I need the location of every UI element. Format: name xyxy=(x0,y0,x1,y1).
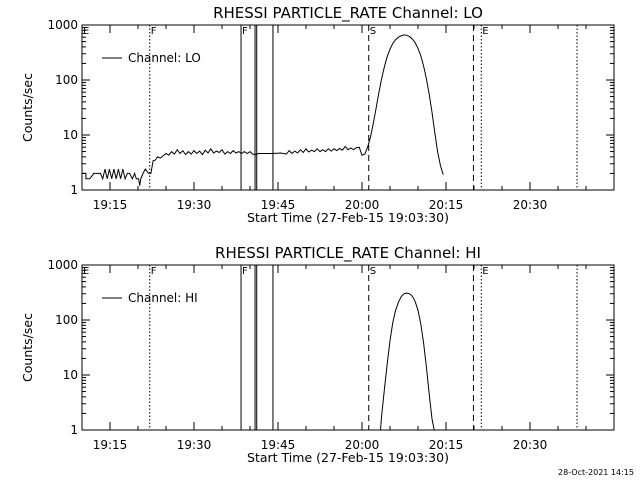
marker-label: E xyxy=(482,26,488,37)
x-tick-label: 20:00 xyxy=(345,438,380,452)
x-tick-label: 20:00 xyxy=(345,198,380,212)
marker-label: F xyxy=(242,26,248,37)
chart-title: RHESSI PARTICLE_RATE Channel: LO xyxy=(213,4,483,23)
timestamp: 28-Oct-2021 14:15 xyxy=(558,468,634,477)
marker-label: S xyxy=(370,266,376,277)
x-tick-label: 19:45 xyxy=(261,438,296,452)
y-tick-label: 1000 xyxy=(47,18,78,32)
x-axis-label: Start Time (27-Feb-15 19:03:30) xyxy=(247,450,449,465)
marker-label: E xyxy=(83,266,89,277)
x-tick-label: 19:30 xyxy=(177,198,212,212)
chart-title: RHESSI PARTICLE_RATE Channel: HI xyxy=(215,244,481,263)
marker-label: F xyxy=(242,266,248,277)
marker-label: F xyxy=(151,266,157,277)
y-tick-label: 100 xyxy=(55,313,78,327)
x-tick-label: 20:15 xyxy=(429,438,464,452)
x-tick-label: 20:15 xyxy=(429,198,464,212)
panel-lo: RHESSI PARTICLE_RATE Channel: LO 1 10 100 10… xyxy=(20,4,615,225)
x-tick-label: 19:45 xyxy=(261,198,296,212)
marker-label: S xyxy=(370,26,376,37)
legend-label: Channel: LO xyxy=(128,51,201,65)
series-line xyxy=(82,34,444,186)
y-tick-label: 10 xyxy=(63,128,78,142)
panel-hi: RHESSI PARTICLE_RATE Channel: HI 1 10 100 10… xyxy=(20,244,615,465)
legend-label: Channel: HI xyxy=(128,291,198,305)
marker-label: E xyxy=(83,26,89,37)
marker-label: F xyxy=(151,26,157,37)
plot-frame xyxy=(81,24,615,191)
marker-label: E xyxy=(482,266,488,277)
y-axis-label: Counts/sec xyxy=(20,73,35,142)
series-line xyxy=(380,292,435,430)
x-axis-label: Start Time (27-Feb-15 19:03:30) xyxy=(247,210,449,225)
x-tick-label: 20:30 xyxy=(513,438,548,452)
y-tick-label: 1000 xyxy=(47,258,78,272)
x-tick-label: 19:30 xyxy=(177,438,212,452)
x-tick-label: 19:15 xyxy=(93,438,128,452)
y-tick-label: 1 xyxy=(70,423,78,437)
x-tick-label: 19:15 xyxy=(93,198,128,212)
y-tick-label: 1 xyxy=(70,183,78,197)
y-tick-label: 100 xyxy=(55,73,78,87)
y-tick-label: 10 xyxy=(63,368,78,382)
y-axis-label: Counts/sec xyxy=(20,313,35,382)
x-tick-label: 20:30 xyxy=(513,198,548,212)
plot-frame xyxy=(81,264,615,431)
